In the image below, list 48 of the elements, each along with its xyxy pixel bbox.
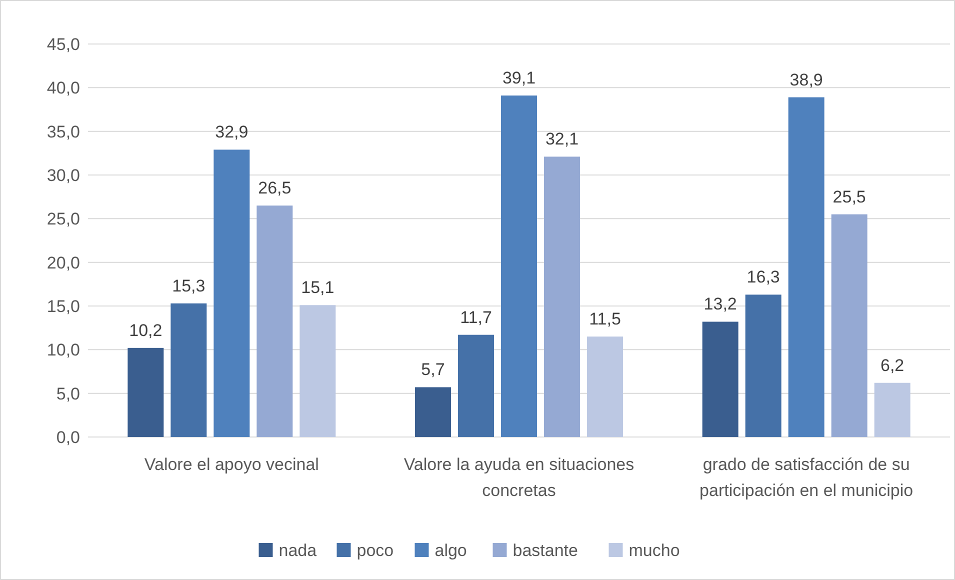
bar: [702, 322, 738, 437]
legend-label: bastante: [512, 540, 578, 560]
y-tick-label: 10,0: [46, 340, 80, 360]
y-tick-label: 5,0: [56, 384, 80, 404]
legend-label: mucho: [628, 540, 680, 560]
data-label: 10,2: [129, 320, 162, 340]
y-tick-label: 15,0: [46, 296, 80, 316]
bar: [587, 336, 623, 437]
bar: [214, 150, 250, 437]
legend-label: nada: [278, 540, 318, 560]
y-tick-label: 20,0: [46, 253, 80, 272]
bar: [256, 206, 293, 437]
bar: [415, 387, 451, 437]
data-label: 15,3: [172, 276, 206, 296]
data-label: 25,5: [832, 187, 866, 206]
y-tick-label: 30,0: [46, 166, 80, 185]
y-tick-label: 40,0: [46, 78, 80, 98]
data-label: 32,1: [545, 130, 579, 149]
data-label: 26,5: [258, 178, 292, 198]
bar: [544, 156, 580, 437]
data-label: 6,2: [880, 356, 904, 375]
bar: [170, 303, 207, 437]
bar: [788, 97, 824, 437]
x-tick-label: Valore el apoyo vecinal: [144, 455, 319, 474]
data-label: 38,9: [790, 70, 823, 90]
legend-label: poco: [356, 540, 394, 560]
y-tick-label: 25,0: [46, 210, 80, 229]
data-label: 39,1: [502, 68, 536, 88]
data-label: 13,2: [704, 294, 737, 314]
data-label: 11,5: [589, 310, 621, 329]
bar: [128, 348, 164, 437]
y-tick-label: 45,0: [46, 34, 80, 54]
x-tick-label: Valore la ayuda en situaciones concretas: [404, 455, 634, 500]
data-label: 16,3: [746, 268, 780, 287]
legend-label: algo: [434, 540, 467, 560]
y-tick-label: 35,0: [46, 122, 80, 142]
bar: [300, 305, 336, 437]
bar: [745, 294, 782, 437]
data-label: 15,1: [301, 278, 334, 298]
bar: [874, 382, 910, 437]
bar: [458, 334, 494, 437]
data-label: 5,7: [421, 360, 445, 380]
data-label: 32,9: [215, 122, 248, 142]
y-tick-label: 0,0: [56, 428, 80, 447]
bar: [501, 96, 537, 437]
data-label: 11,7: [460, 308, 492, 327]
x-tick-label: grado de satisfacción de su participación en el municipio: [700, 455, 914, 500]
bar: [831, 214, 868, 437]
